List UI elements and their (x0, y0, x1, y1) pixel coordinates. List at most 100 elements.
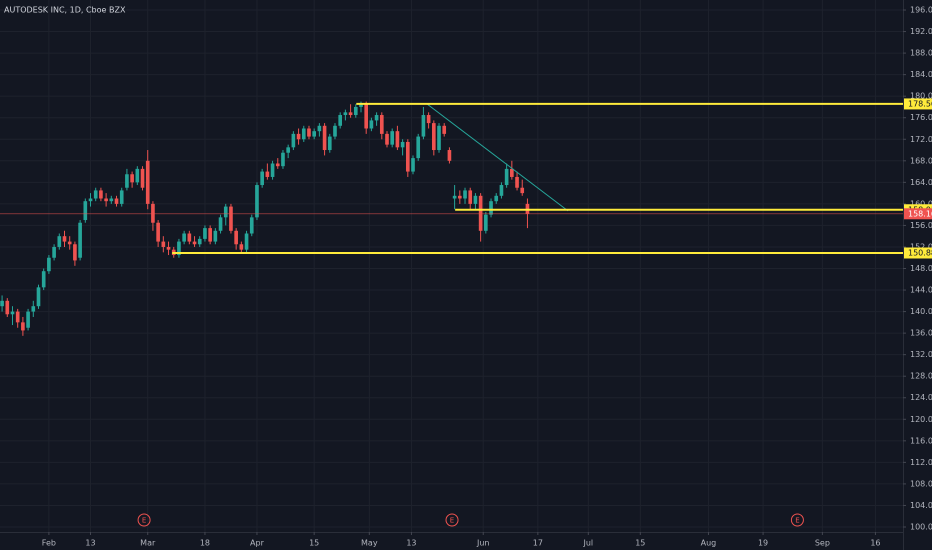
candle-body (478, 195, 483, 231)
candle-body (73, 244, 77, 261)
candle-body (515, 176, 519, 188)
y-tick-label: 180.00 (910, 92, 932, 101)
candle-body (473, 195, 478, 204)
y-tick-label: 140.00 (910, 307, 932, 316)
x-tick-label: 18 (200, 539, 210, 548)
candle-body (239, 244, 244, 250)
candle-body (67, 241, 72, 245)
candle-body (270, 163, 275, 177)
x-tick-label: Mar (140, 539, 156, 548)
candle-body (78, 222, 82, 258)
candle-body (26, 311, 30, 328)
y-tick-label: 116.00 (910, 436, 932, 445)
y-tick-label: 120.00 (910, 415, 932, 424)
candle-body (416, 136, 421, 159)
candle-body (114, 198, 119, 204)
candle-body (140, 168, 145, 188)
candle-body (468, 190, 473, 204)
x-tick-label: Sep (815, 539, 830, 548)
candle-body (161, 241, 166, 247)
y-tick-label: 108.00 (910, 479, 932, 488)
candle-body (442, 125, 447, 134)
axes: 100.00 104.00 108.00 112.00 116.00 120.00 124.… (42, 6, 932, 548)
candle-body (99, 190, 103, 199)
candle-body (437, 125, 441, 151)
candle-body (275, 163, 280, 167)
y-tick-label: 160.00 (910, 199, 932, 208)
candle-body (286, 147, 290, 153)
candle-body (151, 203, 155, 223)
candle-body (244, 233, 249, 250)
y-tick-label: 156.00 (910, 221, 932, 230)
x-tick-label: May (361, 539, 378, 548)
candle-body (52, 246, 56, 258)
y-tick-label: 188.00 (910, 49, 932, 58)
earnings-label: E (142, 517, 146, 525)
earnings-marker (790, 513, 804, 527)
y-tick-label: 100.00 (910, 522, 932, 531)
y-tick-label: 172.00 (910, 135, 932, 144)
candle-body (322, 125, 327, 151)
candle-body (385, 133, 389, 145)
candle-body (62, 236, 67, 242)
y-tick-label: 176.00 (910, 113, 932, 122)
candle-body (281, 152, 285, 167)
candle-body (156, 222, 160, 242)
candle-body (338, 115, 343, 126)
candle-body (93, 190, 98, 199)
x-tick-label: 15 (635, 539, 645, 548)
x-tick-label: 13 (406, 539, 416, 548)
y-tick-label: 164.00 (910, 178, 932, 187)
y-tick-label: 148.00 (910, 264, 932, 273)
candle-body (504, 168, 509, 186)
candle-body (317, 125, 322, 132)
candle-body (359, 104, 363, 107)
candle-body (5, 300, 10, 315)
y-tick-label: 132.00 (910, 350, 932, 359)
candle-body (166, 246, 171, 250)
candle-body (489, 201, 493, 215)
y-tick-label: 196.00 (910, 6, 932, 15)
candle-body (333, 125, 337, 137)
candle-body (255, 185, 259, 218)
candle-body (88, 198, 93, 202)
candle-body (421, 115, 426, 137)
candle-body (130, 174, 134, 183)
grid (0, 0, 903, 532)
x-tick-label: Jun (476, 539, 490, 548)
candle-body (395, 131, 400, 148)
candle-body (405, 141, 410, 172)
candle-body (447, 150, 452, 161)
candle-body (265, 171, 270, 177)
candle-body (312, 131, 316, 137)
y-tick-label: 124.00 (910, 393, 932, 402)
candle-body (57, 236, 62, 247)
candle-body (41, 271, 46, 288)
x-tick-label: Jul (582, 539, 593, 548)
candle-body (218, 217, 223, 231)
candle-body (187, 233, 192, 242)
x-tick-label: 15 (309, 539, 319, 548)
earnings-marker (445, 513, 459, 527)
candle-body (291, 133, 296, 148)
level-tag (904, 247, 932, 259)
chart-title: AUTODESK INC, 1D, Cboe BZX (4, 6, 126, 15)
y-tick-label: 144.00 (910, 286, 932, 295)
candle-body (296, 133, 301, 140)
candle-body (353, 106, 358, 116)
candle-body (463, 190, 467, 199)
candle-body (10, 311, 15, 315)
candle-body (182, 233, 186, 242)
candle-body (390, 131, 395, 145)
trendline (426, 103, 569, 212)
candle-body (177, 241, 181, 256)
candle-body (452, 195, 457, 199)
level-tag-label: 178.56 (908, 99, 932, 108)
candle-body (192, 241, 197, 245)
y-tick-label: 192.00 (910, 27, 932, 36)
candle-body (223, 206, 228, 218)
candle-body (249, 217, 254, 234)
level-tag-label: 150.88 (908, 248, 932, 257)
